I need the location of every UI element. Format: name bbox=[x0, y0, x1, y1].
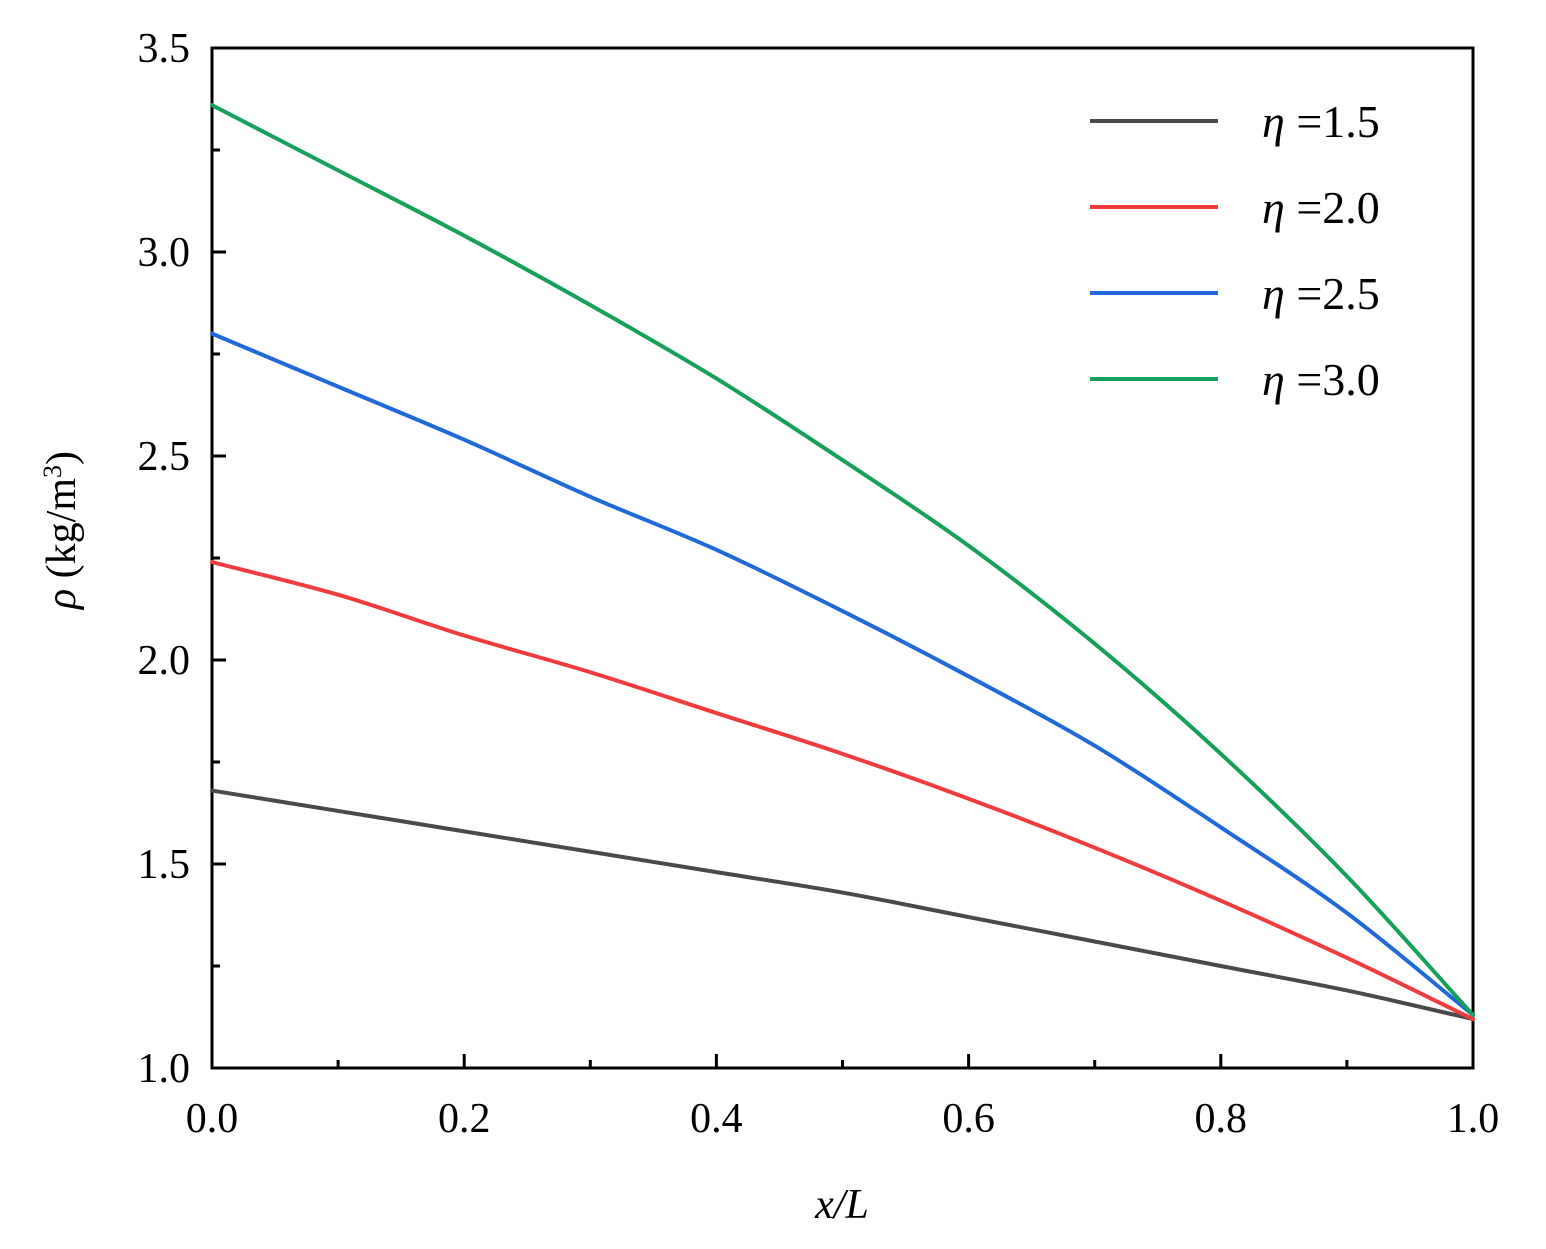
x-tick-label: 0.6 bbox=[942, 1096, 995, 1142]
series-line-3 bbox=[210, 331, 1475, 1017]
series-lines bbox=[210, 103, 1475, 1022]
x-tick-label: 1.0 bbox=[1447, 1096, 1500, 1142]
y-axis-label-symbol: ρ bbox=[39, 589, 85, 611]
legend-item: η =2.0 bbox=[1090, 182, 1380, 233]
y-axis-label: ρ (kg/m3) bbox=[38, 451, 86, 611]
x-tick-label: 0.4 bbox=[690, 1096, 743, 1142]
series-line-4 bbox=[210, 103, 1475, 1017]
legend: η =1.5 η =2.0 η =2.5 η =3.0 bbox=[1090, 96, 1380, 405]
x-tick-label: 0.0 bbox=[186, 1096, 239, 1142]
axes: 0.0 0.2 0.4 0.6 0.8 1.0 1.0 1.5 2.0 2.5 3.0 3.5 bbox=[138, 26, 1500, 1142]
y-tick-label: 3.0 bbox=[138, 230, 191, 276]
legend-label: η =3.0 bbox=[1262, 354, 1380, 405]
legend-item: η =1.5 bbox=[1090, 96, 1380, 147]
x-tick-label: 0.8 bbox=[1195, 1096, 1248, 1142]
y-tick-label: 1.5 bbox=[138, 842, 191, 888]
series-line-2 bbox=[210, 560, 1475, 1022]
y-tick-label: 3.5 bbox=[138, 26, 191, 72]
legend-item: η =3.0 bbox=[1090, 354, 1380, 405]
legend-item: η =2.5 bbox=[1090, 268, 1380, 319]
y-tick-label: 1.0 bbox=[138, 1046, 191, 1092]
legend-label: η =2.0 bbox=[1262, 182, 1380, 233]
series-line-1 bbox=[210, 788, 1475, 1022]
legend-label: η =1.5 bbox=[1262, 96, 1380, 147]
x-tick-label: 0.2 bbox=[438, 1096, 491, 1142]
legend-label: η =2.5 bbox=[1262, 268, 1380, 319]
y-tick-label: 2.5 bbox=[138, 434, 191, 480]
x-axis-label: x/L bbox=[814, 1182, 869, 1228]
y-tick-label: 2.0 bbox=[138, 638, 191, 684]
